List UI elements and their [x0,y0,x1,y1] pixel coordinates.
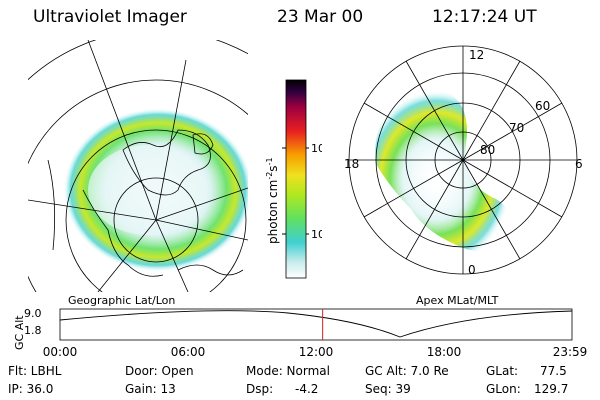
lat-label-80: 80 [480,143,495,157]
altitude-tick-max: 9.0 [24,307,42,320]
mlt-label-12: 12 [469,48,484,62]
dsp-label: Dsp: [246,382,274,396]
dsp-value: -4.2 [295,382,319,396]
altitude-curve [59,310,573,338]
altitude-ylabel: GC Alt [13,315,26,350]
colorbar-scale [285,79,307,279]
geographic-map [28,40,248,292]
time-tick-0600: 06:00 [171,345,206,359]
time-tick-1200: 12:00 [299,345,334,359]
altitude-tick-min: 1.8 [24,324,42,337]
colorbar-unit-label: photon cm-2s-1 [265,157,280,244]
ip-info: IP: 36.0 [8,382,54,396]
image-time: 12:17:24 UT [432,7,537,27]
time-tick-0000: 00:00 [43,345,78,359]
right-panel-label: Apex MLat/MLT [416,294,499,307]
glon-value: 129.7 [534,382,569,396]
gc-alt-info: GC Alt: 7.0 Re [365,364,449,378]
image-date: 23 Mar 00 [277,7,364,27]
door-info: Door: Open [125,364,194,378]
colorbar-tick-100: 100 [311,142,322,155]
mlt-label-6: 6 [575,157,583,171]
altitude-timeline: GC Alt 9.0 1.8 00:00 06:00 12:00 18:00 2… [13,307,588,359]
glon-label: GLon: [486,382,521,396]
apex-polar-plot: 12 18 6 0 60 70 80 [344,45,583,276]
time-tick-1800: 18:00 [427,345,462,359]
left-panel-label: Geographic Lat/Lon [68,294,176,307]
app-title: Ultraviolet Imager [33,7,187,27]
mode-info: Mode: Normal [246,364,330,378]
mlt-label-18: 18 [344,157,359,171]
altitude-frame [59,308,573,341]
colorbar-tick-10: 10 [311,228,322,241]
lat-label-70: 70 [509,121,524,135]
gain-info: Gain: 13 [125,382,176,396]
seq-info: Seq: 39 [365,382,411,396]
lat-label-60: 60 [535,99,550,113]
colorbar: 100 10 photon cm-2s-1 [265,79,322,279]
filter-info: Flt: LBHL [8,364,62,378]
glat-value: 77.5 [540,364,567,378]
time-tick-2359: 23:59 [553,345,588,359]
glat-label: GLat: [486,364,519,378]
mlt-label-0: 0 [468,263,476,276]
